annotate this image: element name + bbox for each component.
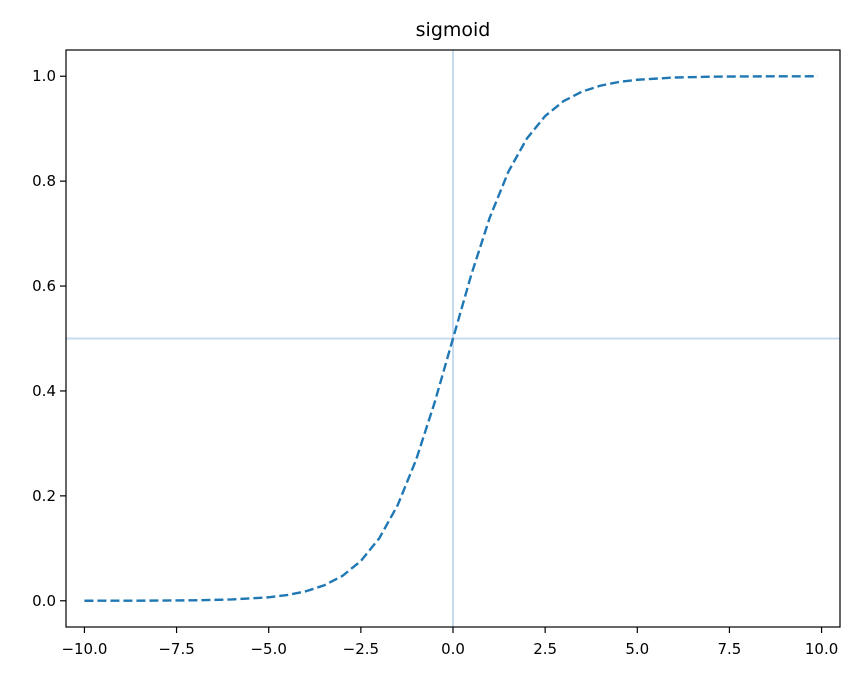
x-tick-label: −10.0 <box>61 640 107 658</box>
x-tick-label: 7.5 <box>717 640 741 658</box>
y-tick-label: 0.0 <box>32 592 56 610</box>
series-line-0 <box>84 75 818 602</box>
x-tick-label: 2.5 <box>533 640 557 658</box>
x-tick-label: 10.0 <box>805 640 838 658</box>
y-tick-label: 1.0 <box>32 67 56 85</box>
y-tick-label: 0.4 <box>32 382 56 400</box>
y-tick-label: 0.8 <box>32 172 56 190</box>
chart-title: sigmoid <box>416 19 491 41</box>
x-tick-label: −5.0 <box>250 640 286 658</box>
x-tick-label: −2.5 <box>343 640 379 658</box>
y-tick-label: 0.6 <box>32 277 56 295</box>
ticks: −10.0 −7.5 −5.0 −2.5 0.0 2.5 5.0 7.5 10.0 0.0 0.2 0… <box>32 67 838 658</box>
plot-area <box>66 50 840 627</box>
x-tick-label: 5.0 <box>625 640 649 658</box>
x-tick-label: 0.0 <box>441 640 465 658</box>
x-tick-label: −7.5 <box>158 640 194 658</box>
y-tick-label: 0.2 <box>32 487 56 505</box>
